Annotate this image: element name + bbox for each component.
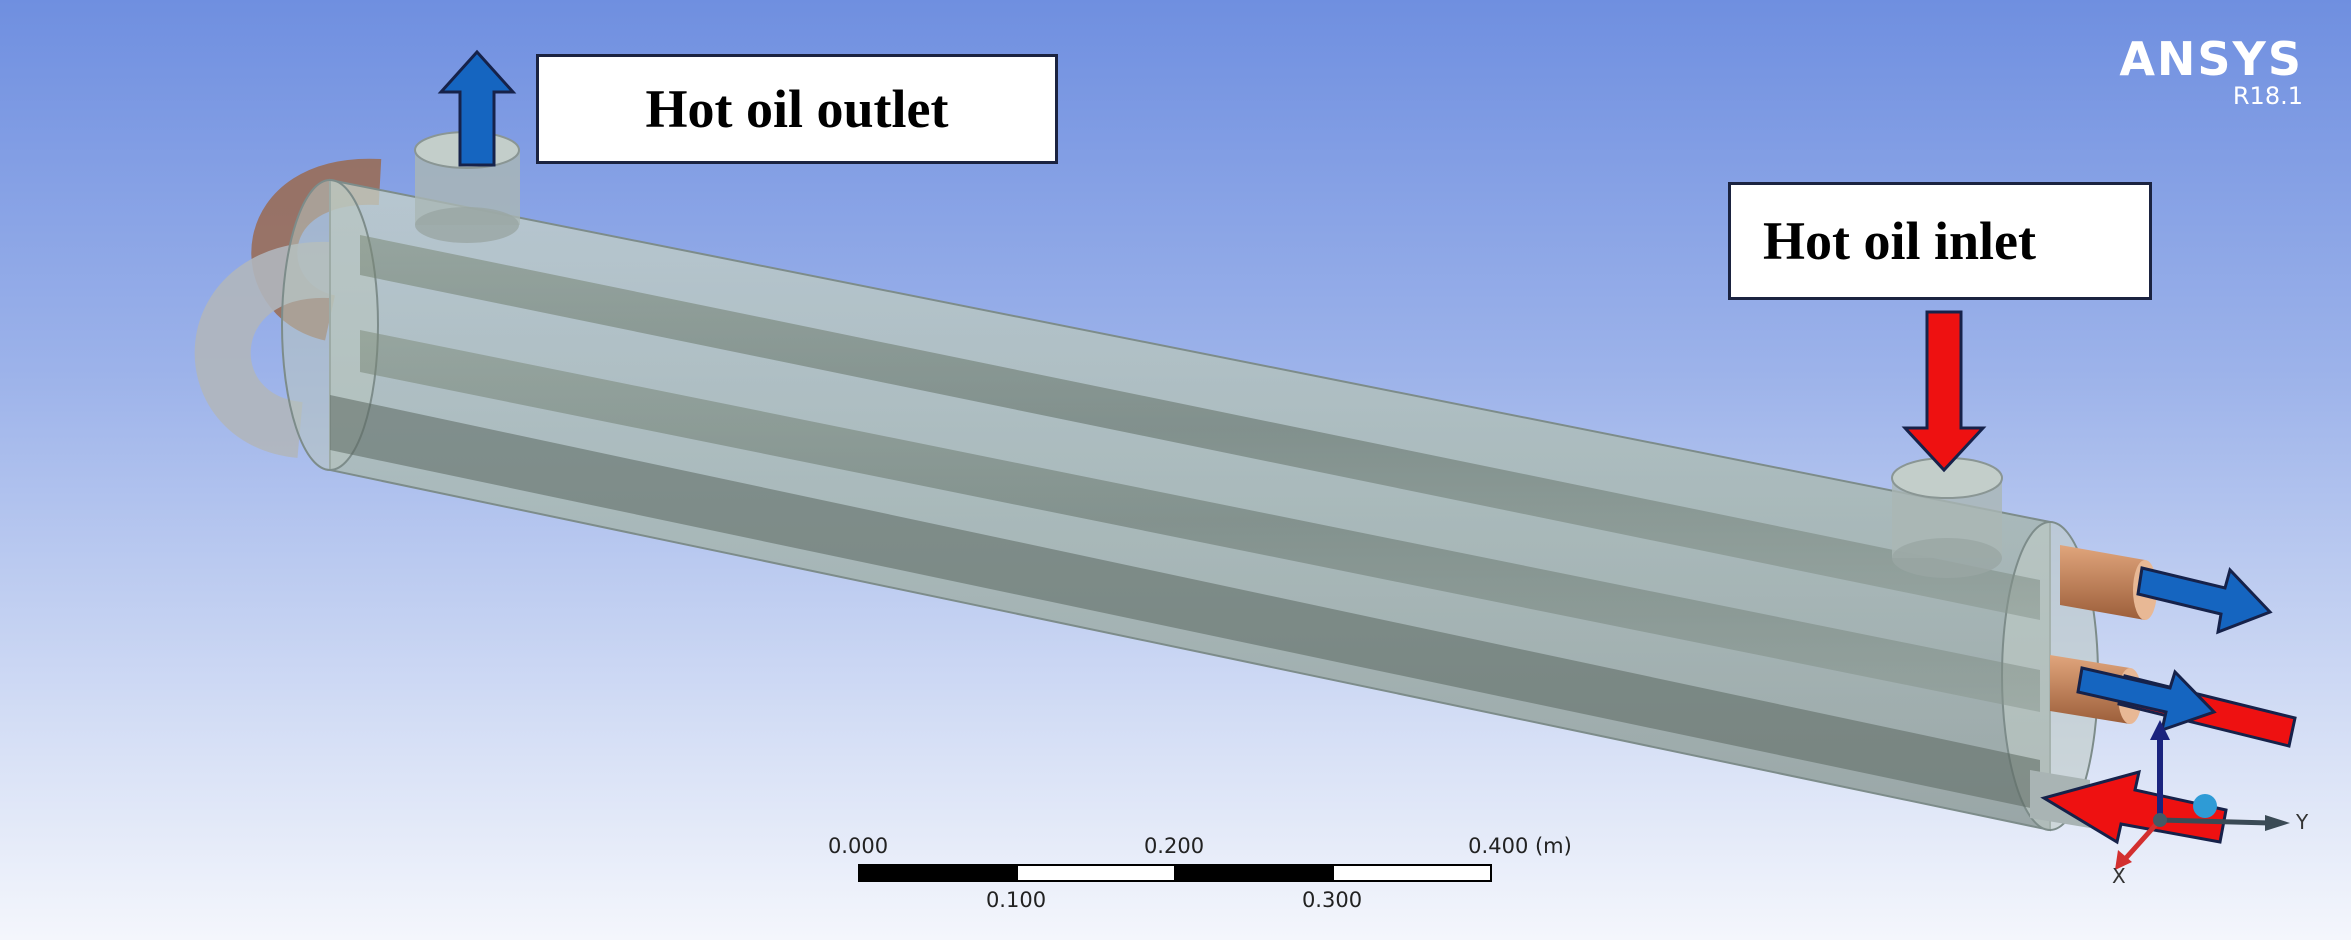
hot-oil-outlet-label: Hot oil outlet xyxy=(536,54,1058,164)
axis-y-label: Y xyxy=(2296,810,2309,834)
scale-tick-0-200: 0.200 xyxy=(1143,834,1205,858)
hot-oil-outlet-arrow xyxy=(437,49,517,167)
inlet-nozzle xyxy=(1891,457,2003,578)
coolant-inlet-arrow-lower xyxy=(2040,769,2228,845)
axis-triad xyxy=(2115,720,2290,870)
ansys-logo: ANSYS R18.1 xyxy=(2119,36,2303,108)
scale-segment-1 xyxy=(858,864,1018,882)
scale-tick-0-100: 0.100 xyxy=(985,888,1047,912)
scale-tick-0-000: 0.000 xyxy=(827,834,889,858)
hot-oil-inlet-arrow xyxy=(1901,310,1987,473)
coolant-outlet-arrow-middle xyxy=(2076,666,2217,733)
scale-segment-2 xyxy=(1016,864,1176,882)
hot-oil-inlet-label: Hot oil inlet xyxy=(1728,182,2152,300)
scale-segment-4 xyxy=(1332,864,1492,882)
axis-x-label: X xyxy=(2112,864,2126,888)
scale-tick-0-300: 0.300 xyxy=(1301,888,1363,912)
coolant-outlet-arrow-upper xyxy=(2136,566,2273,635)
brand-version: R18.1 xyxy=(2232,82,2303,110)
scale-tick-0-400: 0.400 (m) xyxy=(1468,834,1572,858)
brand-name: ANSYS xyxy=(2119,32,2303,86)
inner-tubes xyxy=(330,235,2040,810)
scale-segment-3 xyxy=(1174,864,1334,882)
